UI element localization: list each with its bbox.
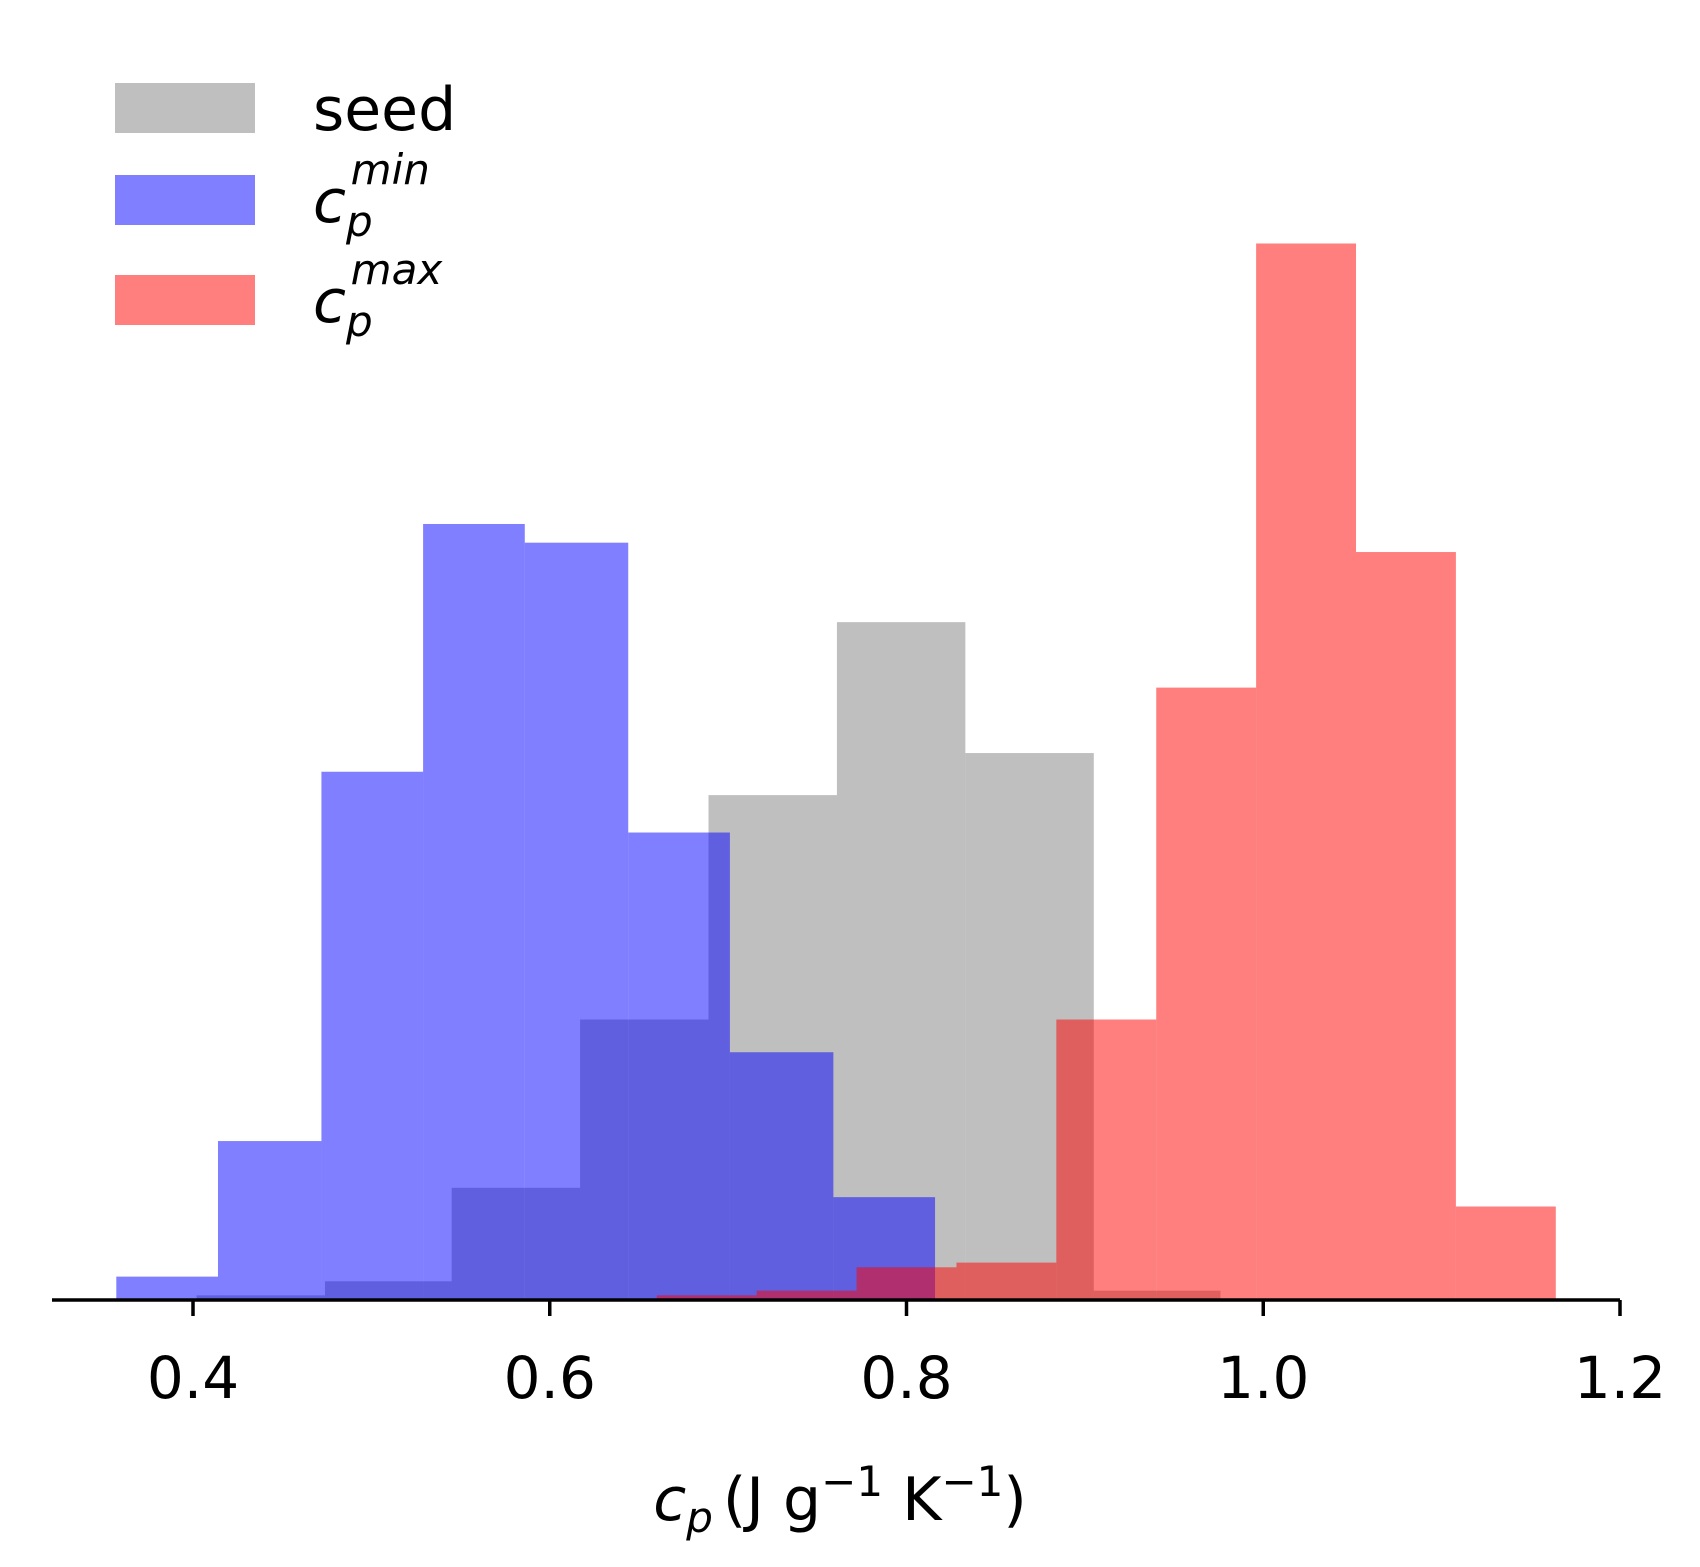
bar-max-6 xyxy=(1256,243,1357,1300)
legend-swatch-seed xyxy=(115,83,255,133)
legend-item-min: cpmin xyxy=(115,145,430,246)
histogram-bars xyxy=(116,243,1556,1300)
bar-min-4 xyxy=(524,542,629,1300)
x-axis: 0.4 0.6 0.8 1.0 1.2 xyxy=(52,1298,1666,1412)
bar-min-3 xyxy=(423,523,525,1300)
legend-item-seed: seed xyxy=(115,75,456,145)
bar-max-5 xyxy=(1156,687,1257,1300)
bar-max-4 xyxy=(1056,1019,1157,1300)
bar-max-2 xyxy=(856,1267,957,1300)
x-tick-label: 0.4 xyxy=(147,1344,239,1412)
legend-swatch-min xyxy=(115,175,255,225)
x-tick-label: 0.6 xyxy=(504,1344,596,1412)
bar-min-0 xyxy=(116,1276,218,1300)
x-axis-label: cp (J g−1 K−1) xyxy=(653,1457,1027,1542)
legend-swatch-max xyxy=(115,275,255,325)
x-tick-label: 1.2 xyxy=(1574,1344,1666,1412)
legend-label-seed: seed xyxy=(313,75,456,145)
bar-max-8 xyxy=(1455,1206,1556,1300)
legend-label-min: cpmin xyxy=(313,145,430,246)
bar-min-5 xyxy=(628,832,730,1300)
bar-max-1 xyxy=(756,1290,857,1300)
bar-min-6 xyxy=(729,1052,834,1300)
bar-max-3 xyxy=(956,1262,1057,1300)
x-tick-label: 1.0 xyxy=(1217,1344,1309,1412)
series-max xyxy=(656,243,1556,1300)
x-tick-label: 0.8 xyxy=(860,1344,952,1412)
bar-max-0 xyxy=(656,1295,757,1300)
bar-max-7 xyxy=(1356,552,1456,1300)
bar-seed-5 xyxy=(836,622,966,1300)
legend-item-max: cpmax xyxy=(115,245,443,346)
x-axis-ticks: 0.4 0.6 0.8 1.0 1.2 xyxy=(147,1300,1666,1412)
bar-min-2 xyxy=(321,771,424,1300)
bar-min-1 xyxy=(217,1141,322,1300)
legend-label-max: cpmax xyxy=(313,245,443,346)
